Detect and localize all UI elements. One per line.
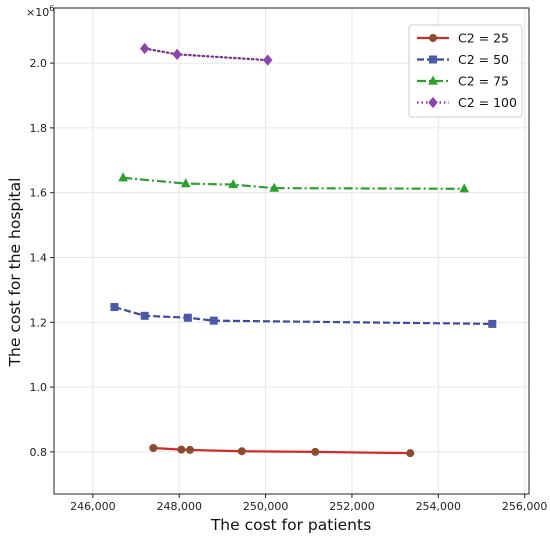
legend-marker (428, 34, 437, 43)
data-point (140, 311, 149, 320)
series-4 (139, 42, 273, 66)
legend-marker (428, 75, 438, 85)
legend-entry: C2 = 100 (417, 95, 517, 110)
data-point (139, 42, 150, 55)
data-point (186, 445, 195, 454)
y-axis: 0.8 1.0 1.2 1.4 1.6 1.8 2.0 (30, 57, 54, 459)
x-tick-label: 246,000 (70, 500, 116, 513)
y-tick-label: 1.2 (30, 316, 48, 329)
legend-entry: C2 = 25 (417, 31, 509, 46)
data-point (209, 316, 218, 325)
x-tick-label: 250,000 (243, 500, 289, 513)
series-2 (110, 303, 497, 328)
series-1 (149, 443, 415, 458)
plot-frame (53, 7, 530, 495)
legend-entry: C2 = 75 (417, 74, 509, 89)
data-point (406, 449, 415, 458)
legend-entry: C2 = 50 (417, 52, 509, 67)
data-point (237, 447, 246, 456)
data-point (459, 183, 470, 193)
data-point (110, 303, 119, 312)
x-axis-label: The cost for patients (210, 516, 371, 534)
data-point (172, 48, 182, 60)
data-point (118, 172, 128, 182)
series-line (122, 176, 465, 190)
y-offset-label: ×106 (26, 4, 54, 19)
legend: C2 = 25 C2 = 50 C2 = 75 C2 = 100 (408, 24, 523, 118)
legend-label: C2 = 50 (458, 52, 509, 67)
series-line (143, 47, 269, 62)
legend-label: C2 = 100 (458, 95, 517, 110)
data-point (263, 54, 273, 66)
x-tick-label: 252,000 (329, 500, 375, 513)
y-axis-label: The cost for the hospital (6, 178, 24, 368)
data-point (149, 443, 158, 452)
y-tick-label: 1.6 (30, 187, 48, 200)
x-tick-label: 256,000 (502, 500, 548, 513)
y-tick-label: 1.8 (30, 122, 48, 135)
data-point (177, 445, 186, 454)
y-tick-label: 1.4 (30, 251, 48, 264)
series-layer (110, 42, 497, 458)
x-axis: 246,000 248,000 250,000 252,000 254,000 256,0… (70, 494, 547, 513)
data-point (183, 313, 192, 322)
data-point (180, 178, 191, 188)
x-tick-label: 248,000 (156, 500, 202, 513)
series-3 (118, 172, 470, 193)
series-line (153, 446, 411, 455)
legend-marker (428, 96, 438, 109)
legend-label: C2 = 75 (458, 74, 509, 89)
y-tick-label: 2.0 (30, 57, 48, 70)
data-point (228, 179, 239, 189)
data-point (311, 447, 320, 456)
legend-label: C2 = 25 (458, 31, 509, 46)
legend-box (408, 24, 523, 118)
y-tick-label: 1.0 (30, 381, 48, 394)
data-point (488, 319, 497, 328)
series-line (114, 305, 493, 325)
x-tick-label: 254,000 (416, 500, 462, 513)
data-point (269, 182, 280, 192)
legend-marker (428, 55, 437, 64)
y-tick-label: 0.8 (30, 446, 48, 459)
